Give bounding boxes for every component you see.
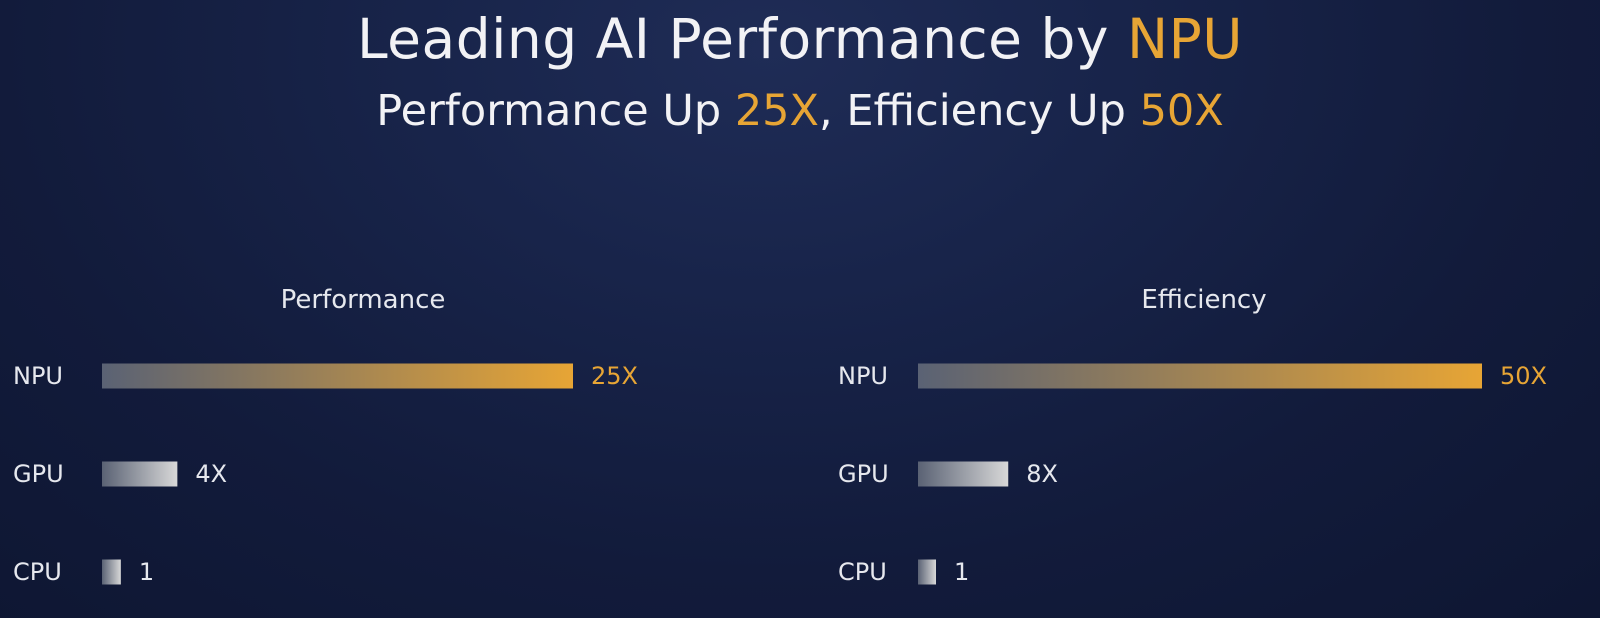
performance-bar-cpu <box>102 559 121 585</box>
efficiency-chart-title: Efficiency <box>1141 285 1266 315</box>
subtitle-accent-2: 50X <box>1139 86 1224 136</box>
performance-value-label-cpu: 1 <box>139 558 154 586</box>
efficiency-bar-gpu <box>918 461 1009 487</box>
page-subtitle: Performance Up 25X, Efficiency Up 50X <box>0 80 1600 142</box>
efficiency-value-label-cpu: 1 <box>954 558 969 586</box>
performance-category-label-npu: NPU <box>13 362 63 390</box>
efficiency-chart: Efficiency NPU 50X GPU 8X CPU 1 <box>838 285 1547 586</box>
efficiency-category-label-npu: NPU <box>838 362 888 390</box>
efficiency-category-label-cpu: CPU <box>838 558 887 586</box>
performance-value-label-npu: 25X <box>591 362 638 390</box>
efficiency-bar-npu <box>918 363 1482 389</box>
subtitle-accent-1: 25X <box>734 86 819 136</box>
performance-category-label-gpu: GPU <box>13 460 64 488</box>
efficiency-value-label-gpu: 8X <box>1026 460 1058 488</box>
subtitle-part-1: Performance Up <box>376 86 735 136</box>
efficiency-value-label-npu: 50X <box>1500 362 1547 390</box>
performance-bar-npu <box>102 363 573 389</box>
performance-bar-gpu <box>102 461 178 487</box>
performance-value-label-gpu: 4X <box>195 460 227 488</box>
performance-chart-title: Performance <box>281 285 446 315</box>
efficiency-bar-cpu <box>918 559 936 585</box>
page-title: Leading AI Performance by NPU <box>0 2 1600 76</box>
performance-category-label-cpu: CPU <box>13 558 62 586</box>
title-prefix: Leading AI Performance by <box>356 7 1127 71</box>
performance-chart: Performance NPU 25X GPU 4X CPU 1 <box>13 285 638 586</box>
efficiency-category-label-gpu: GPU <box>838 460 889 488</box>
subtitle-part-2: , Efficiency Up <box>819 86 1140 136</box>
title-accent: NPU <box>1126 7 1244 71</box>
